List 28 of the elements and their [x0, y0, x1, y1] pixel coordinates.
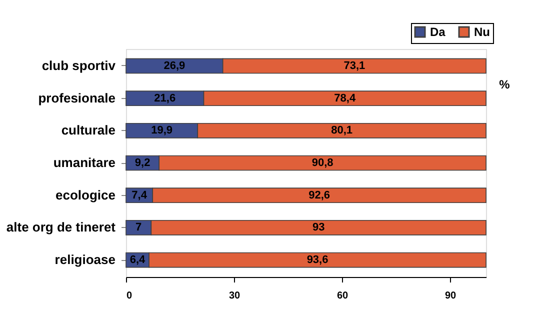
data-label: 78,4 [334, 92, 356, 104]
x-tick-label: 90 [444, 290, 456, 302]
y-tick-label: alte org de tineret [6, 220, 116, 235]
data-label: 93,6 [306, 254, 328, 266]
y-tick-label: umanitare [53, 155, 116, 170]
legend-label: Nu [474, 25, 490, 39]
data-label: 93 [312, 222, 325, 234]
data-label: 19,9 [151, 124, 173, 137]
data-label: 6,4 [130, 254, 146, 266]
data-label: 9,2 [134, 157, 150, 169]
y-tick-label: religioase [54, 252, 116, 268]
data-label: 7,4 [132, 189, 148, 202]
x-tick-label: 0 [126, 290, 132, 302]
data-label: 7 [136, 222, 142, 234]
x-tick-label: 60 [336, 290, 348, 302]
y-tick-label: ecologice [56, 187, 116, 202]
data-label: 26,9 [164, 60, 186, 72]
data-label: 92,6 [308, 189, 330, 202]
data-label: 21,6 [154, 92, 176, 104]
x-axis-title: % [499, 78, 510, 92]
legend-label: Da [430, 25, 446, 39]
y-tick-label: culturale [61, 122, 116, 138]
data-label: 90,8 [312, 157, 334, 169]
x-tick-label: 30 [228, 290, 240, 302]
y-tick-label: club sportiv [42, 58, 116, 73]
data-label: 80,1 [331, 124, 353, 137]
data-label: 73,1 [344, 60, 366, 72]
y-tick-label: profesionale [38, 90, 116, 106]
